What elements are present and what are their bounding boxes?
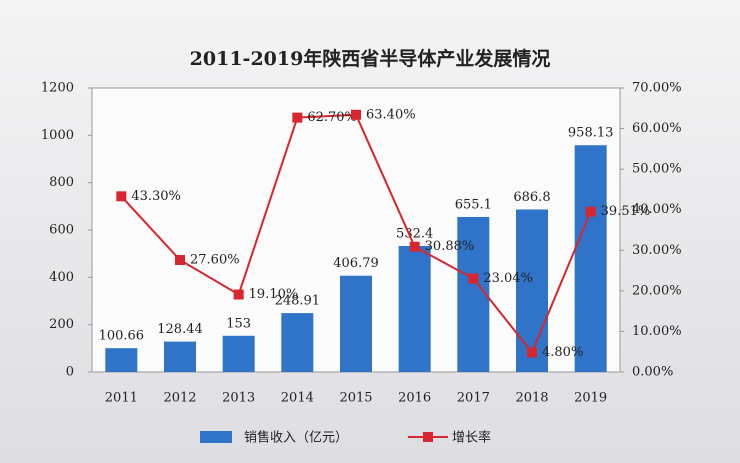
- chart-title: 2011-2019年陕西省半导体产业发展情况: [190, 47, 551, 70]
- bar-value-label: 153: [226, 316, 251, 331]
- line-marker: [527, 347, 537, 358]
- bar: [398, 245, 431, 372]
- line-marker: [116, 191, 127, 202]
- legend-label: 增长率: [452, 430, 491, 446]
- y-tick-label: 1000: [41, 128, 74, 143]
- bar: [281, 313, 314, 372]
- bar: [105, 348, 138, 372]
- line-marker: [292, 112, 303, 123]
- line-value-label: 62.70%: [307, 110, 357, 125]
- line-marker: [468, 273, 479, 284]
- line-value-label: 19.10%: [249, 287, 299, 302]
- line-value-label: 27.60%: [190, 253, 240, 268]
- x-tick-label: 2014: [281, 391, 314, 406]
- line-marker: [409, 241, 420, 252]
- y-tick-label: 0: [66, 365, 74, 380]
- line-marker: [585, 206, 596, 217]
- x-tick-label: 2018: [515, 391, 548, 406]
- line-marker: [175, 255, 185, 266]
- bar-value-label: 100.66: [99, 329, 145, 344]
- y2-tick-label: 50.00%: [632, 162, 682, 177]
- y-tick-label: 400: [49, 270, 74, 285]
- y-tick-label: 800: [49, 175, 74, 190]
- y2-tick-label: 60.00%: [632, 121, 682, 136]
- line-value-label: 63.40%: [366, 107, 416, 122]
- bar-value-label: 686.8: [513, 190, 550, 205]
- bar: [222, 335, 255, 372]
- y-tick-label: 1200: [41, 81, 74, 96]
- line-value-label: 43.30%: [131, 189, 181, 204]
- x-tick-label: 2016: [398, 391, 431, 406]
- y2-tick-label: 20.00%: [632, 283, 682, 298]
- y2-tick-label: 0.00%: [632, 365, 673, 380]
- bar: [574, 145, 607, 372]
- line-value-label: 23.04%: [483, 271, 533, 286]
- x-tick-label: 2019: [574, 391, 607, 406]
- line-value-label: 39.51%: [601, 204, 651, 219]
- y2-tick-label: 40.00%: [632, 202, 682, 217]
- y-tick-label: 600: [49, 223, 74, 238]
- bar-value-label: 406.79: [333, 256, 379, 271]
- bar-value-label: 532.4: [396, 226, 433, 241]
- y2-tick-label: 70.00%: [632, 81, 682, 96]
- x-tick-label: 2015: [339, 391, 372, 406]
- x-tick-label: 2011: [105, 391, 138, 406]
- y2-tick-label: 10.00%: [632, 324, 682, 339]
- bar: [164, 341, 196, 372]
- bar: [516, 209, 548, 372]
- legend-swatch: [200, 431, 232, 443]
- x-tick-label: 2017: [457, 391, 490, 406]
- y-tick-label: 200: [49, 317, 74, 332]
- y2-tick-label: 30.00%: [632, 243, 682, 258]
- line-marker: [233, 289, 244, 300]
- bar-value-label: 128.44: [157, 322, 203, 337]
- line-value-label: 4.80%: [542, 345, 583, 360]
- bar-value-label: 958.13: [568, 126, 614, 141]
- bar-value-label: 655.1: [455, 197, 492, 212]
- line-value-label: 30.88%: [425, 239, 475, 254]
- legend-swatch: [423, 432, 434, 442]
- bar: [457, 216, 490, 372]
- legend-label: 销售收入（亿元）: [244, 430, 348, 446]
- bar: [340, 275, 372, 372]
- line-marker: [351, 109, 361, 120]
- x-tick-label: 2012: [163, 391, 196, 406]
- bar-value-label: 248.91: [275, 294, 321, 309]
- x-tick-label: 2013: [222, 391, 255, 406]
